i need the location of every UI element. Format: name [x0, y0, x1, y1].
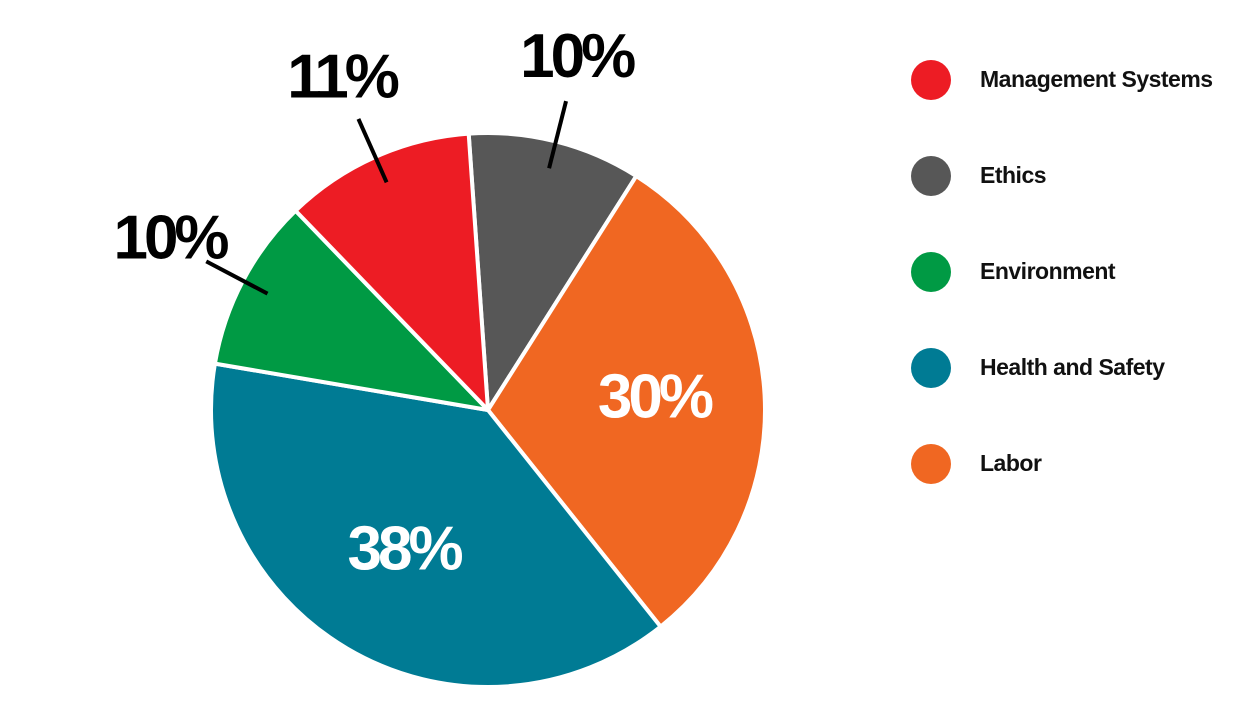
leader-line	[205, 259, 269, 296]
slice-label: 11%	[287, 42, 399, 111]
legend-label: Environment	[980, 258, 1116, 284]
legend-swatch	[911, 252, 951, 292]
slice-label: 10%	[520, 22, 635, 91]
slice-label: 38%	[347, 515, 462, 584]
pie-slice	[209, 361, 663, 689]
leader-line	[547, 100, 568, 169]
legend-label: Ethics	[980, 162, 1046, 188]
legend-swatch	[911, 348, 951, 388]
leader-line	[356, 118, 389, 184]
slice-label: 10%	[113, 203, 228, 272]
pie-slice	[486, 174, 767, 629]
legend-label: Labor	[980, 450, 1042, 476]
legend-label: Health and Safety	[980, 354, 1165, 380]
legend-swatch	[911, 156, 951, 196]
legend-swatch	[911, 444, 951, 484]
slice-label: 30%	[598, 362, 713, 431]
legend-label: Management Systems	[980, 66, 1213, 92]
legend-swatch	[911, 60, 951, 100]
